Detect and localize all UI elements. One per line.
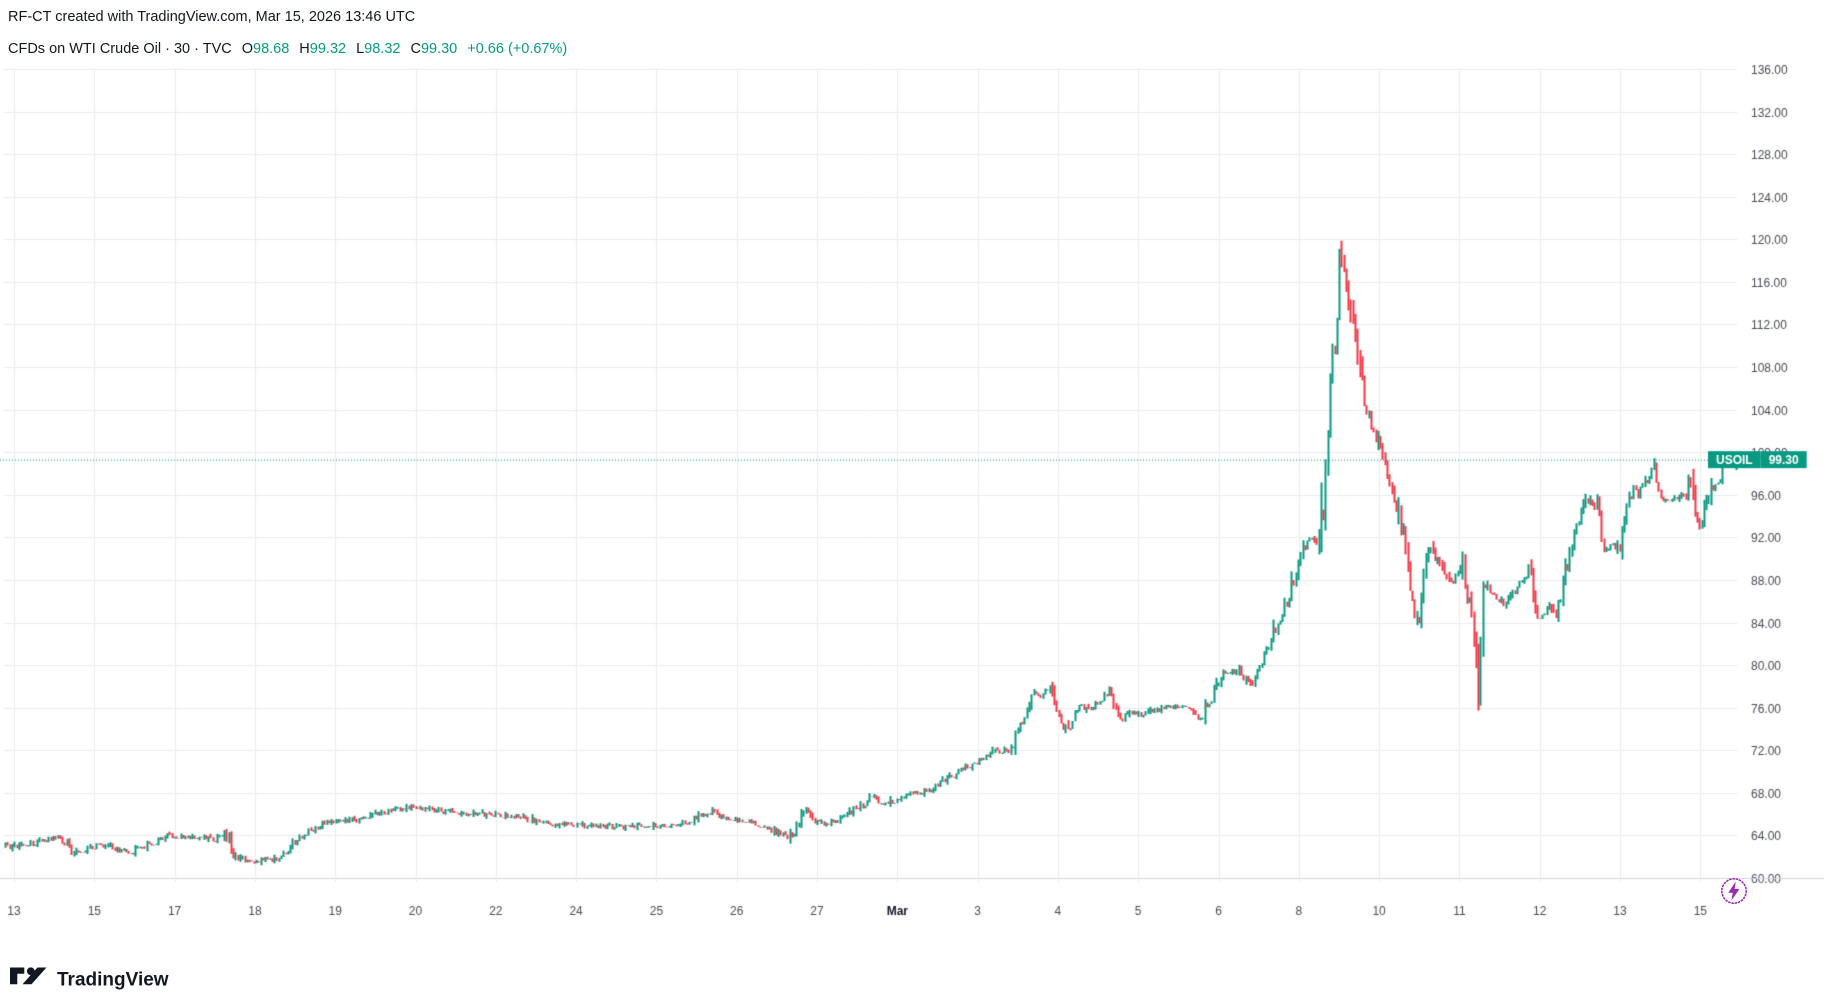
svg-text:TradingView: TradingView xyxy=(57,970,169,991)
